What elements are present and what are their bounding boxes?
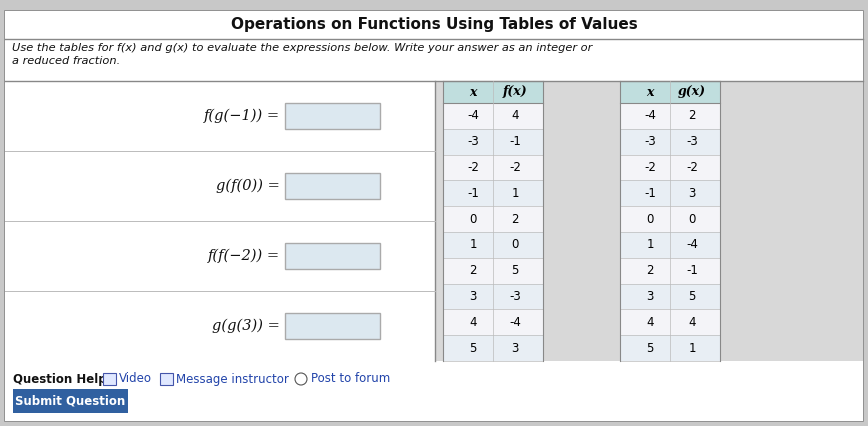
Text: 4: 4: [470, 316, 477, 329]
Text: Question Help:: Question Help:: [13, 372, 111, 386]
Text: 1: 1: [511, 187, 519, 200]
Text: Submit Question: Submit Question: [16, 394, 126, 408]
FancyBboxPatch shape: [620, 103, 720, 129]
Text: -4: -4: [467, 109, 479, 122]
FancyBboxPatch shape: [443, 129, 543, 155]
Text: -4: -4: [509, 316, 521, 329]
Text: a reduced fraction.: a reduced fraction.: [12, 56, 121, 66]
FancyBboxPatch shape: [13, 389, 128, 413]
FancyBboxPatch shape: [285, 173, 380, 199]
Text: g(f(0)) =: g(f(0)) =: [216, 179, 280, 193]
FancyBboxPatch shape: [443, 81, 543, 103]
FancyBboxPatch shape: [5, 11, 863, 39]
Text: 4: 4: [511, 109, 519, 122]
Text: 0: 0: [511, 239, 519, 251]
Text: 0: 0: [688, 213, 695, 226]
Text: 1: 1: [647, 239, 654, 251]
Text: 2: 2: [511, 213, 519, 226]
Text: f(x): f(x): [503, 86, 528, 98]
FancyBboxPatch shape: [103, 373, 116, 385]
Text: -4: -4: [686, 239, 698, 251]
Text: -3: -3: [686, 135, 698, 148]
Text: 2: 2: [647, 264, 654, 277]
Text: Operations on Functions Using Tables of Values: Operations on Functions Using Tables of …: [231, 17, 637, 32]
FancyBboxPatch shape: [443, 155, 543, 180]
FancyBboxPatch shape: [620, 180, 720, 206]
FancyBboxPatch shape: [5, 81, 435, 151]
FancyBboxPatch shape: [620, 284, 720, 309]
FancyBboxPatch shape: [443, 206, 543, 232]
Text: 1: 1: [688, 342, 696, 354]
Text: x: x: [470, 86, 477, 98]
FancyBboxPatch shape: [720, 81, 863, 361]
FancyBboxPatch shape: [5, 11, 863, 421]
FancyBboxPatch shape: [443, 309, 543, 335]
Text: Video: Video: [119, 372, 152, 386]
FancyBboxPatch shape: [160, 373, 173, 385]
FancyBboxPatch shape: [5, 39, 863, 81]
Text: -3: -3: [467, 135, 479, 148]
Text: 5: 5: [470, 342, 477, 354]
FancyBboxPatch shape: [620, 206, 720, 232]
FancyBboxPatch shape: [620, 232, 720, 258]
FancyBboxPatch shape: [5, 81, 863, 361]
Text: 5: 5: [647, 342, 654, 354]
FancyBboxPatch shape: [443, 258, 543, 284]
Text: -4: -4: [644, 109, 656, 122]
FancyBboxPatch shape: [5, 291, 435, 361]
Text: 2: 2: [688, 109, 696, 122]
FancyBboxPatch shape: [443, 335, 543, 361]
Text: 4: 4: [688, 316, 696, 329]
FancyBboxPatch shape: [620, 258, 720, 284]
Text: 3: 3: [688, 187, 695, 200]
Text: 4: 4: [647, 316, 654, 329]
FancyBboxPatch shape: [620, 81, 720, 103]
Text: -1: -1: [509, 135, 521, 148]
Text: 3: 3: [470, 290, 477, 303]
Text: 1: 1: [470, 239, 477, 251]
Text: 0: 0: [470, 213, 477, 226]
FancyBboxPatch shape: [620, 335, 720, 361]
Text: 2: 2: [470, 264, 477, 277]
FancyBboxPatch shape: [443, 284, 543, 309]
FancyBboxPatch shape: [285, 313, 380, 339]
FancyBboxPatch shape: [443, 103, 543, 129]
Text: -2: -2: [686, 161, 698, 174]
FancyBboxPatch shape: [285, 103, 380, 129]
FancyBboxPatch shape: [620, 309, 720, 335]
Text: Post to forum: Post to forum: [311, 372, 391, 386]
Text: f(g(−1)) =: f(g(−1)) =: [204, 109, 280, 123]
FancyBboxPatch shape: [620, 155, 720, 180]
FancyBboxPatch shape: [5, 151, 435, 221]
Text: -1: -1: [686, 264, 698, 277]
Text: 5: 5: [688, 290, 695, 303]
Text: -2: -2: [644, 161, 656, 174]
Text: -2: -2: [509, 161, 521, 174]
FancyBboxPatch shape: [543, 81, 620, 361]
FancyBboxPatch shape: [5, 221, 435, 291]
FancyBboxPatch shape: [620, 129, 720, 155]
Text: g(x): g(x): [678, 86, 706, 98]
Text: -1: -1: [467, 187, 479, 200]
FancyBboxPatch shape: [5, 361, 863, 421]
Text: Message instructor: Message instructor: [176, 372, 289, 386]
Text: 5: 5: [511, 264, 519, 277]
Text: -3: -3: [644, 135, 656, 148]
Text: -3: -3: [510, 290, 521, 303]
Text: -2: -2: [467, 161, 479, 174]
Text: 3: 3: [511, 342, 519, 354]
Text: f(f(−2)) =: f(f(−2)) =: [207, 249, 280, 263]
Text: -1: -1: [644, 187, 656, 200]
Text: 3: 3: [647, 290, 654, 303]
Text: 0: 0: [647, 213, 654, 226]
FancyBboxPatch shape: [443, 232, 543, 258]
Text: x: x: [647, 86, 654, 98]
Text: Use the tables for f(x) and g(x) to evaluate the expressions below. Write your a: Use the tables for f(x) and g(x) to eval…: [12, 43, 592, 53]
FancyBboxPatch shape: [285, 243, 380, 269]
FancyBboxPatch shape: [443, 180, 543, 206]
Text: g(g(3)) =: g(g(3)) =: [212, 319, 280, 333]
